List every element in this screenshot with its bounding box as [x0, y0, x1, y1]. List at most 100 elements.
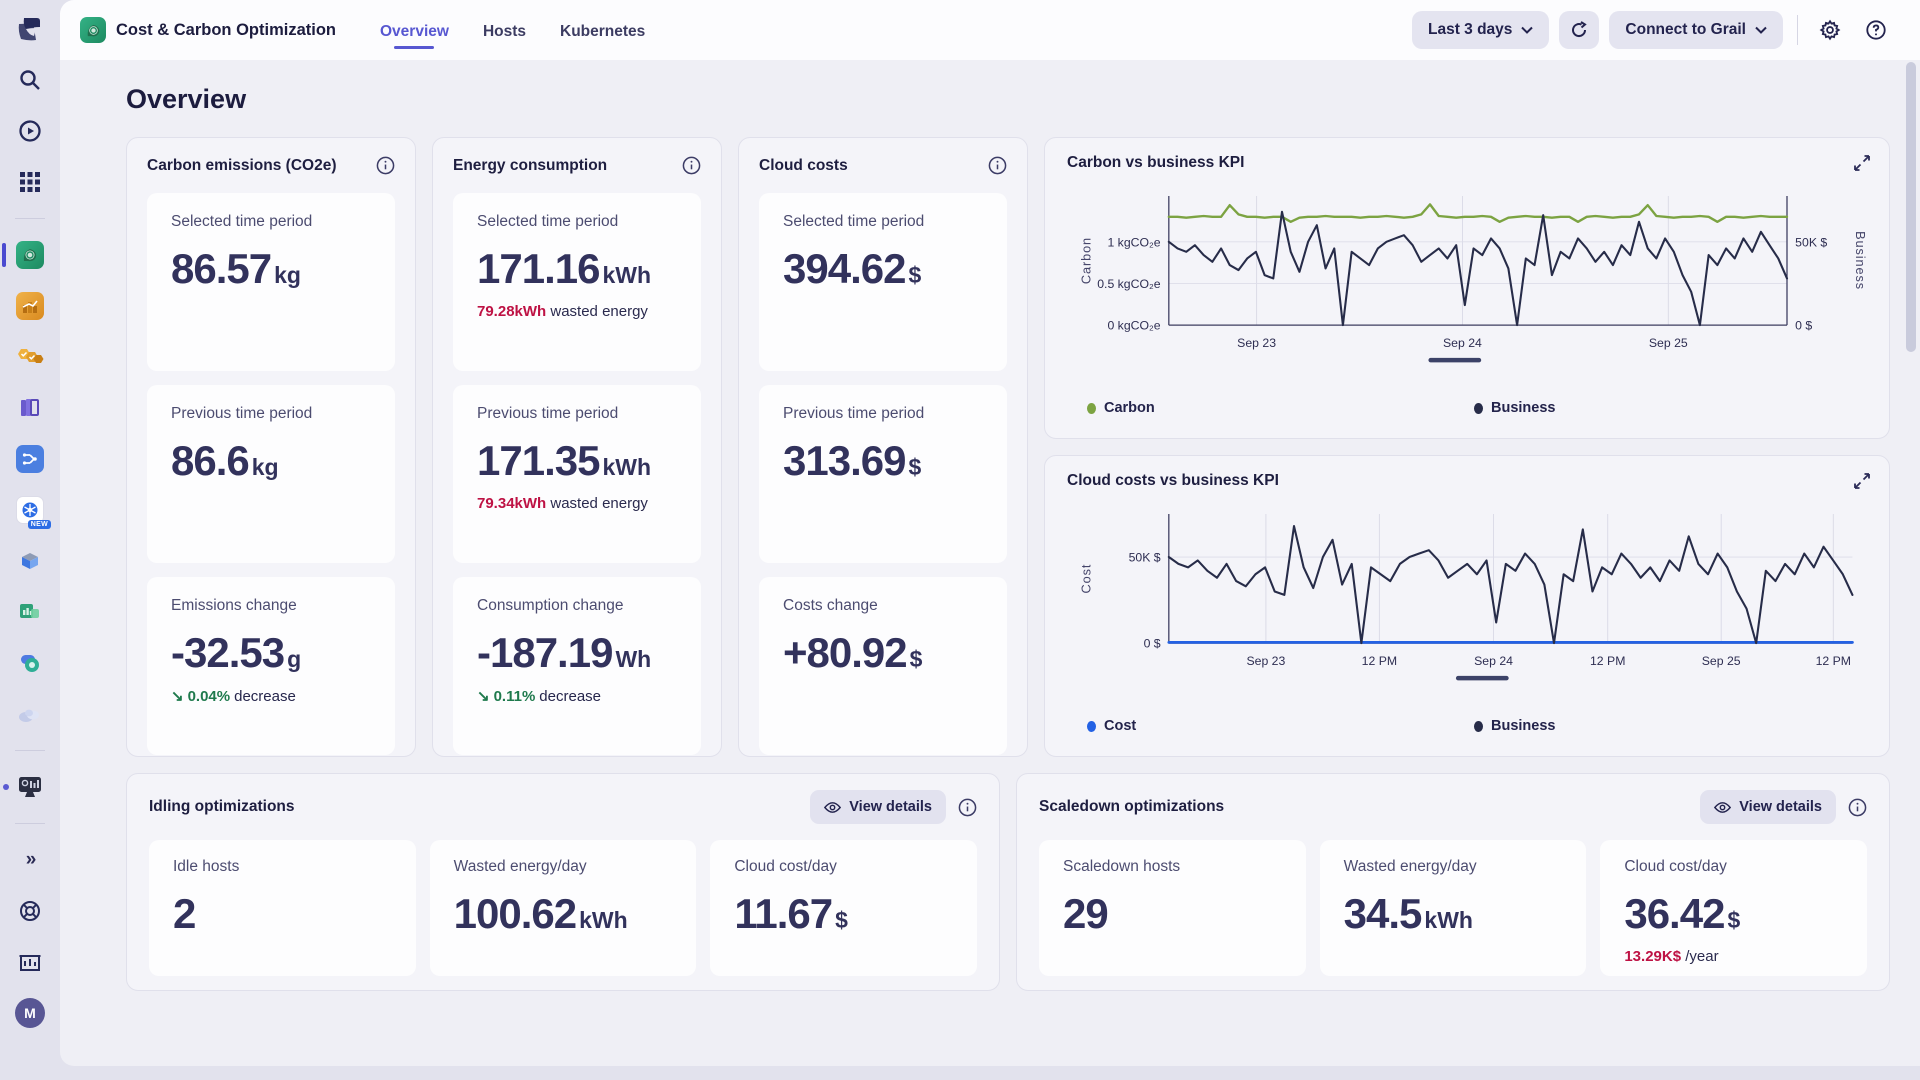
rail-divider	[15, 823, 45, 824]
trend-arrow-icon: ↘	[477, 688, 490, 705]
connect-grail-button[interactable]: Connect to Grail	[1609, 11, 1783, 49]
tab-kubernetes[interactable]: Kubernetes	[560, 23, 646, 40]
opt-value: 100.62	[453, 890, 577, 937]
rail-item-cost-carbon-app[interactable]	[2, 240, 45, 270]
rail-item-hub[interactable]	[3, 772, 45, 802]
legend-item-carbon[interactable]: Carbon	[1087, 400, 1155, 416]
svg-text:1 kgCO₂e: 1 kgCO₂e	[1107, 235, 1160, 249]
chart-title: Cloud costs vs business KPI	[1067, 472, 1279, 489]
notification-dot	[3, 784, 9, 790]
card-carbon-emissions: Carbon emissions (CO2e) Selected time pe…	[126, 137, 416, 757]
whats-new-icon[interactable]	[15, 947, 45, 977]
opt-value: 34.5	[1343, 890, 1423, 937]
info-icon[interactable]	[376, 156, 395, 175]
svg-text:Sep 25: Sep 25	[1649, 336, 1688, 350]
kpi-value: 86.57	[171, 245, 272, 292]
opt-tile: Cloud cost/day 36.42 $ 13.29K$ /year	[1600, 840, 1868, 976]
tab-hosts[interactable]: Hosts	[482, 23, 527, 40]
card-carbon-vs-business: Carbon vs business KPI 0 kgCO₂e 0.5 kgCO₂…	[1044, 137, 1890, 439]
kpi-tile: Selected time period 394.62 $	[759, 193, 1007, 371]
apps-grid-icon[interactable]	[15, 167, 45, 197]
rail-item-services[interactable]	[15, 648, 45, 678]
legend-item-business[interactable]: Business	[1474, 400, 1555, 416]
card-title: Scaledown optimizations	[1039, 798, 1225, 815]
rail-divider	[15, 218, 45, 219]
eye-icon	[824, 801, 842, 813]
kpi-tile: Previous time period 86.6 kg	[147, 385, 395, 563]
kpi-unit: kWh	[602, 454, 652, 480]
tab-overview[interactable]: Overview	[368, 13, 461, 47]
refresh-icon	[1572, 21, 1588, 38]
card-title: Carbon emissions (CO2e)	[147, 156, 337, 174]
kpi-unit: kWh	[602, 262, 652, 288]
help-button[interactable]	[1858, 12, 1894, 48]
kpi-tile: Consumption change -187.19 Wh ↘ 0.11% dec…	[453, 577, 701, 755]
kubernetes-icon	[16, 496, 44, 524]
rail-item-notebooks[interactable]	[15, 393, 45, 423]
card-title: Energy consumption	[453, 156, 608, 174]
kpi-value: -187.19	[477, 629, 613, 676]
expand-chart-icon[interactable]	[1853, 154, 1871, 172]
refresh-button[interactable]	[1559, 11, 1600, 49]
eye-icon	[1714, 801, 1732, 813]
svg-text:Sep 24: Sep 24	[1474, 654, 1513, 668]
launcher-icon[interactable]	[15, 116, 45, 146]
view-details-button[interactable]: View details	[1700, 790, 1836, 824]
kpi-unit: $	[908, 262, 922, 288]
kpi-unit: kg	[274, 262, 301, 288]
user-avatar[interactable]: M	[15, 998, 45, 1028]
legend-item-business[interactable]: Business	[1474, 718, 1555, 734]
kpi-value: 171.16	[477, 245, 600, 292]
svg-text:0.5 kgCO₂e: 0.5 kgCO₂e	[1097, 277, 1161, 291]
connect-grail-label: Connect to Grail	[1625, 21, 1746, 38]
opt-unit: kWh	[1424, 907, 1473, 933]
chevron-down-icon	[1755, 26, 1767, 34]
rail-item-business-analytics[interactable]	[15, 597, 45, 627]
opt-tile: Wasted energy/day 34.5 kWh	[1319, 840, 1587, 976]
legend-item-cost[interactable]: Cost	[1087, 718, 1136, 734]
dynatrace-logo[interactable]	[15, 14, 45, 44]
carbon-vs-business-chart[interactable]: 0 kgCO₂e 0.5 kgCO₂e 1 kgCO₂e 0 $ 50K $ Sep 23…	[1067, 176, 1867, 394]
kpi-unit: kg	[251, 454, 279, 480]
expand-rail-icon[interactable]: »	[25, 849, 36, 870]
vertical-scrollbar-thumb[interactable]	[1906, 62, 1916, 352]
svg-text:0 kgCO₂e: 0 kgCO₂e	[1107, 319, 1160, 333]
info-icon[interactable]	[958, 798, 977, 817]
settings-button[interactable]	[1812, 12, 1848, 48]
opt-tile: Idle hosts 2	[149, 840, 416, 976]
rail-item-infrastructure[interactable]	[15, 546, 45, 576]
info-icon[interactable]	[988, 156, 1007, 175]
wasted-energy-note: 79.28kWh wasted energy	[477, 303, 648, 320]
opt-unit: $	[1727, 907, 1741, 933]
workflows-icon	[16, 445, 44, 473]
svg-text:50K $: 50K $	[1795, 235, 1827, 249]
left-rail: NEW » M	[0, 0, 60, 1080]
search-icon[interactable]	[15, 65, 45, 95]
trend-indicator: ↘ 0.04% decrease	[171, 687, 296, 706]
rail-item-kubernetes[interactable]: NEW	[15, 495, 51, 529]
opt-value: 36.42	[1624, 890, 1725, 937]
kpi-unit: $	[909, 646, 923, 672]
timeframe-selector[interactable]: Last 3 days	[1411, 11, 1550, 49]
svg-text:0 $: 0 $	[1795, 319, 1812, 333]
rail-item-workflows[interactable]	[15, 444, 45, 474]
kpi-value: 171.35	[477, 437, 600, 484]
info-icon[interactable]	[1848, 798, 1867, 817]
info-icon[interactable]	[682, 156, 701, 175]
rail-item-clouds[interactable]	[15, 699, 45, 729]
view-details-button[interactable]: View details	[810, 790, 946, 824]
svg-text:50K $: 50K $	[1129, 551, 1161, 565]
trend-arrow-icon: ↘	[171, 688, 184, 705]
page-title: Overview	[126, 84, 247, 114]
rail-item-dashboards[interactable]	[15, 291, 45, 321]
kpi-unit: g	[287, 646, 302, 672]
card-cloud-costs: Cloud costs Selected time period 394.62 $…	[738, 137, 1028, 757]
expand-chart-icon[interactable]	[1853, 472, 1871, 490]
costs-vs-business-chart[interactable]: 0 $ 50K $ Sep 23 12 PM Sep 24 12 PM Sep 25 12 P…	[1067, 494, 1867, 712]
support-icon[interactable]	[15, 896, 45, 926]
opt-tile: Scaledown hosts 29	[1039, 840, 1306, 976]
rail-item-automations[interactable]	[15, 342, 45, 372]
kpi-tile: Costs change +80.92 $	[759, 577, 1007, 755]
kpi-unit: Wh	[615, 646, 652, 672]
active-indicator	[2, 243, 6, 267]
